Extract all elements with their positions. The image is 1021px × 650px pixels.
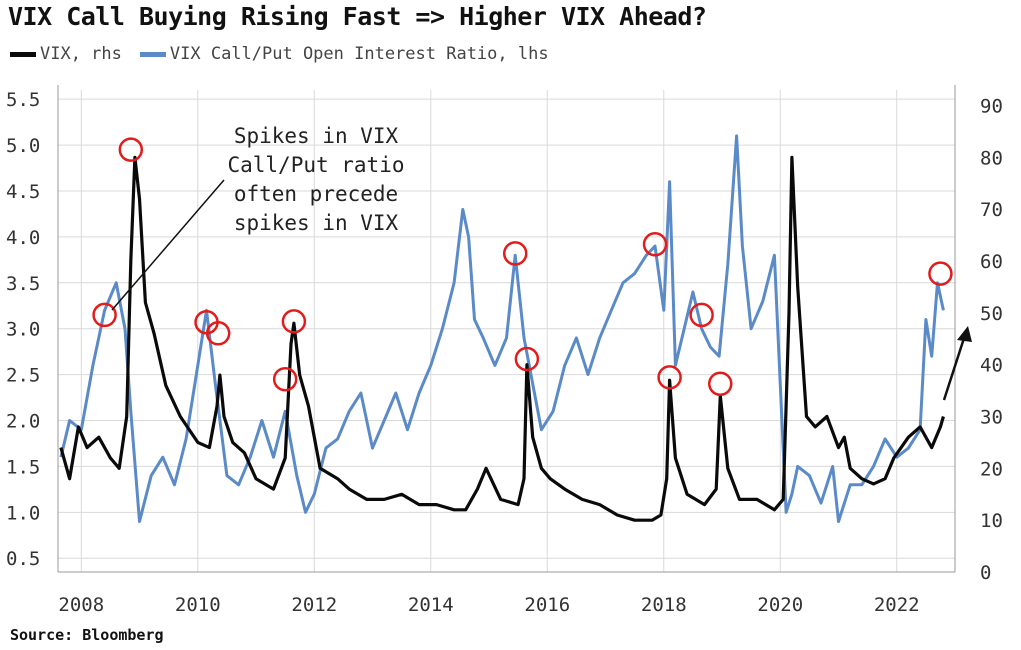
annotation-line: Spikes in VIX [234,124,399,148]
y-right-tick-label: 30 [980,407,1003,429]
highlight-circle [689,302,714,328]
y-left-tick-label: 2.5 [6,365,40,387]
highlight-circle [92,302,117,328]
legend-swatch-ratio [139,51,166,57]
annotation-line: often precede [234,182,398,206]
series-line-ratio [59,134,945,523]
highlight-circle [657,365,682,390]
x-tick-label: 2016 [524,594,570,616]
y-left-tick-label: 5.5 [6,89,40,111]
highlight-circles [92,137,953,397]
y-right-tick-label: 20 [980,458,1003,480]
y-right-tick-label: 90 [980,96,1003,118]
highlight-circle [205,321,231,346]
highlight-circle [708,371,733,397]
x-tick-label: 2008 [58,594,104,616]
annotation-line: Call/Put ratio [227,153,404,177]
x-tick-label: 2014 [408,594,454,616]
y-right-tick-label: 40 [980,355,1003,377]
x-tick-label: 2012 [291,594,337,616]
x-tick-label: 2020 [757,594,803,616]
highlight-circle [502,241,528,266]
annotation-line: spikes in VIX [234,211,399,235]
legend-label-vix: VIX, rhs [40,44,122,64]
legend-label-ratio: VIX Call/Put Open Interest Ratio, lhs [169,44,549,64]
y-right-tick-label: 60 [980,251,1003,273]
series-lines [59,134,945,523]
highlight-circle [118,137,144,162]
annotation: Spikes in VIX Call/Put ratio often precede… [111,124,972,401]
y-left-tick-label: 1.0 [6,502,40,524]
y-left-tick-label: 5.0 [6,135,40,157]
legend-item-ratio: VIX Call/Put Open Interest Ratio, lhs [139,44,549,64]
y-right-tick-label: 10 [980,510,1003,532]
highlight-circle [281,309,307,334]
trend-arrow-shaft [942,331,968,401]
y-left-tick-label: 3.0 [6,319,40,341]
source-note: Source: Bloomberg [10,626,164,644]
y-left-tick-label: 4.5 [6,181,40,203]
y-left-tick-label: 2.0 [6,411,40,433]
y-right-tick-label: 80 [980,147,1003,169]
annotation-pointer [111,179,225,311]
highlight-circle [928,261,953,286]
series-line-vix [59,155,945,522]
y-left-tick-label: 0.5 [6,548,40,570]
highlight-circle [514,346,540,372]
highlight-circle [272,366,298,392]
y-left-tick-label: 4.0 [6,227,40,249]
x-tick-label: 2010 [175,594,221,616]
y-left-tick-label: 1.5 [6,456,40,478]
legend-swatch-vix [10,51,36,57]
chart-title: VIX Call Buying Rising Fast => Higher VI… [8,2,707,31]
highlight-circle [642,231,668,257]
y-right-tick-label: 0 [980,562,991,584]
legend-item-vix: VIX, rhs [10,44,122,64]
legend: VIX, rhs VIX Call/Put Open Interest Rati… [10,44,567,64]
y-right-tick-label: 50 [980,303,1003,325]
x-tick-label: 2022 [874,594,920,616]
y-left-tick-label: 3.5 [6,273,40,295]
axis-ticks: 0.5 1.0 1.5 2.0 2.5 3.0 3.5 4.0 4.5 5.0 5.5 0 10 20 30… [6,89,1003,616]
x-tick-label: 2018 [641,594,687,616]
trend-arrow-head [957,326,972,342]
y-right-tick-label: 70 [980,199,1003,221]
